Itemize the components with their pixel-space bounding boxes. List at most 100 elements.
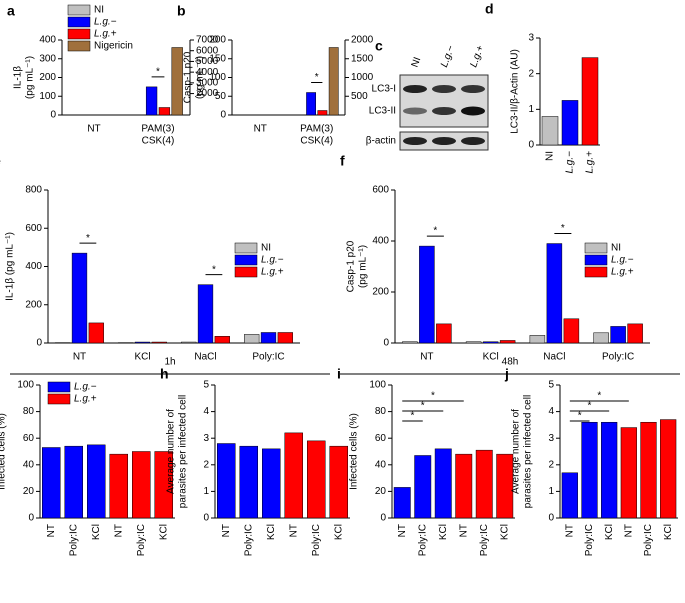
bar	[563, 318, 580, 344]
y-tick-label: 0	[380, 513, 386, 524]
x-tick-label: NT	[288, 524, 299, 537]
y-tick-label: 40	[375, 459, 387, 470]
legend-swatch	[584, 266, 608, 278]
bar	[109, 453, 128, 519]
panel-label: c	[375, 38, 383, 54]
y-axis-label: Casp-1 p20	[183, 51, 194, 103]
x-tick-label: KCl	[499, 524, 510, 540]
bar	[239, 445, 258, 519]
legend-label: Nigericin	[94, 41, 133, 52]
significance-star: *	[433, 226, 437, 237]
bar	[277, 332, 293, 344]
bar	[244, 334, 260, 344]
y-tick-label: 100	[369, 380, 386, 391]
y-tick-label: 2	[203, 459, 209, 470]
time-header: 48h	[502, 357, 519, 368]
y2-tick-label: 4000	[196, 67, 219, 78]
y-tick-label: 20	[375, 486, 387, 497]
x-tick-label: NT	[113, 524, 124, 537]
y-tick-label: 200	[209, 35, 226, 46]
panel-label: a	[7, 3, 15, 19]
legend-label: L.g.+	[611, 267, 634, 278]
band	[461, 137, 485, 145]
y-tick-label: 5	[203, 380, 209, 391]
band	[403, 107, 427, 115]
bar	[640, 421, 657, 519]
bar	[88, 322, 104, 344]
x-tick-label: NT	[46, 524, 57, 537]
y-tick-label: 0	[50, 110, 56, 121]
panel-label: e	[0, 153, 1, 169]
bar	[419, 245, 435, 344]
y-tick-label: 80	[23, 406, 35, 417]
significance-star: *	[561, 223, 565, 234]
y-tick-label: 2	[528, 68, 534, 79]
x-tick-label: L.g.+	[585, 151, 596, 174]
y-tick-label: 200	[39, 72, 56, 83]
x-tick-label: CSK(4)	[142, 136, 175, 147]
x-tick-label: PAM(3)	[300, 124, 333, 135]
y-tick-label: 600	[25, 223, 42, 234]
x-tick-label: Poly:IC	[311, 524, 322, 556]
x-tick-label: NT	[221, 524, 232, 537]
legend-swatch	[67, 16, 91, 28]
y2-tick-label: 1500	[351, 53, 374, 64]
bar	[262, 448, 281, 519]
x-tick-label: CSK(4)	[300, 136, 333, 147]
bar	[87, 444, 106, 519]
y-tick-label: 100	[17, 380, 34, 391]
significance-star: *	[588, 401, 592, 412]
bar	[154, 451, 173, 519]
x-tick-label: KCl	[333, 524, 344, 540]
bar	[42, 447, 61, 519]
x-tick-label: NaCl	[194, 352, 216, 363]
bar	[158, 107, 171, 116]
band	[461, 106, 485, 116]
y-tick-label: 3	[548, 433, 554, 444]
row-label: LC3-I	[372, 84, 396, 95]
bar	[71, 252, 88, 344]
x-tick-label: Poly:IC	[479, 524, 490, 556]
y-tick-label: 800	[25, 185, 42, 196]
bar	[593, 332, 609, 344]
bar	[306, 92, 317, 116]
x-tick-label: Poly:IC	[252, 352, 284, 363]
legend-label: NI	[94, 5, 104, 16]
x-tick-label: NaCl	[543, 352, 565, 363]
y-axis-label: IL-1β	[13, 66, 24, 89]
y-tick-label: 0	[220, 110, 226, 121]
legend-swatch	[67, 4, 91, 16]
x-tick-label: NI	[545, 151, 556, 161]
y-tick-label: 200	[25, 299, 42, 310]
y-axis-label: Casp-1 p20	[346, 240, 357, 292]
y2-tick-label: 2000	[196, 88, 219, 99]
bar	[132, 451, 151, 519]
y-tick-label: 0	[203, 513, 209, 524]
y-tick-label: 1	[528, 104, 534, 115]
y2-tick-label: 1000	[351, 72, 374, 83]
bar	[561, 472, 578, 519]
bar	[134, 341, 151, 344]
y-tick-label: 400	[25, 261, 42, 272]
y-axis-label: (pg mL⁻¹)	[25, 56, 36, 99]
bar	[482, 341, 499, 344]
y2-tick-label: 3000	[196, 77, 219, 88]
y-axis-label: LC3-II/β-Actin (AU)	[510, 49, 521, 134]
bar	[561, 100, 579, 146]
legend-label: L.g.+	[94, 29, 117, 40]
x-tick-label: L.g.−	[565, 151, 576, 174]
panel-label: b	[177, 3, 186, 19]
band	[432, 107, 456, 115]
x-tick-label: NT	[87, 124, 100, 135]
legend-swatch	[234, 242, 258, 254]
x-tick-label: KCl	[266, 524, 277, 540]
y-tick-label: 4	[203, 406, 209, 417]
bar	[214, 336, 230, 344]
bar	[197, 284, 214, 344]
legend-label: NI	[611, 243, 621, 254]
significance-star: *	[212, 264, 216, 275]
y2-tick-label: 5000	[196, 56, 219, 67]
y-axis-label: (pg mL⁻¹)	[358, 245, 369, 288]
y-tick-label: 1	[203, 486, 209, 497]
